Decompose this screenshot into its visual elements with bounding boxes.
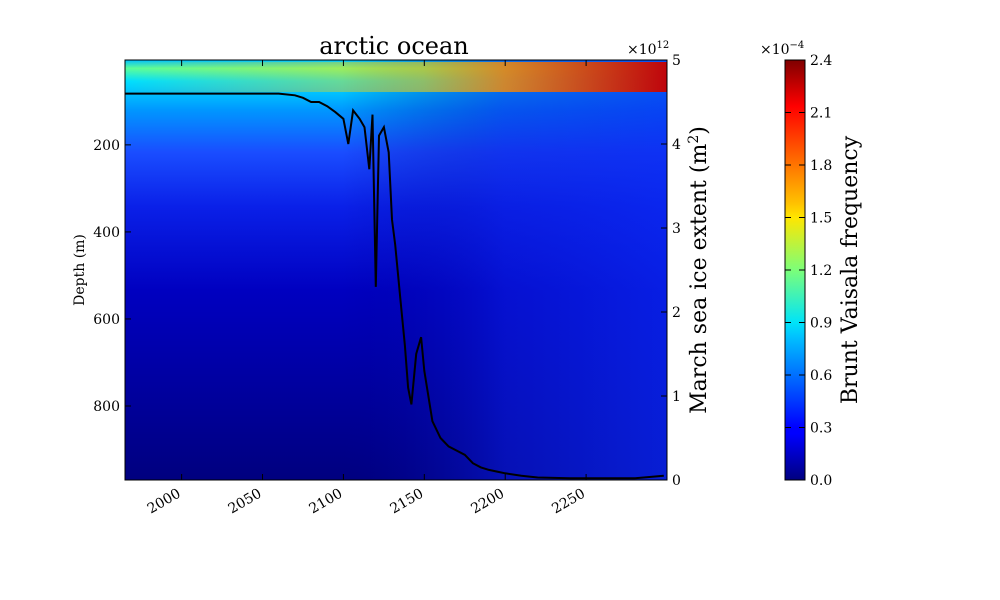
colorbar-tick-label: 2.4 bbox=[810, 53, 832, 69]
ice-extent-axis: 0 1 2 3 4 5 bbox=[661, 53, 681, 489]
ice-axis-label: March sea ice extent (m2) bbox=[686, 126, 712, 414]
colorbar-label: Brunt Vaisala frequency bbox=[838, 135, 863, 404]
colorbar-tick-label: 1.5 bbox=[810, 211, 832, 227]
depth-tick-label: 200 bbox=[93, 138, 120, 154]
colorbar-tick-label: 0.6 bbox=[810, 368, 832, 384]
depth-tick-label: 800 bbox=[93, 399, 120, 415]
colorbar-tick-label: 0.0 bbox=[810, 473, 832, 489]
ice-tick-label: 0 bbox=[672, 473, 681, 489]
ice-axis-label-sup: 2 bbox=[686, 135, 702, 144]
colorbar-tick-label: 0.9 bbox=[810, 316, 832, 332]
depth-tick-label: 600 bbox=[93, 312, 120, 328]
ice-axis-label-close: ) bbox=[687, 126, 712, 135]
colorbar-tick-label: 1.2 bbox=[810, 263, 832, 279]
ice-tick-label: 1 bbox=[672, 389, 681, 405]
heatmap-field bbox=[125, 60, 667, 480]
ice-multiplier-base: ×10 bbox=[627, 42, 657, 58]
sea-ice-extent-series bbox=[125, 92, 664, 480]
colorbar-multiplier: ×10−4 bbox=[760, 40, 804, 58]
colorbar-tick-label: 2.1 bbox=[810, 106, 832, 122]
depth-axis: 200 400 600 800 bbox=[93, 138, 131, 415]
x-tick-label: 2150 bbox=[387, 486, 426, 518]
x-tick-label: 2250 bbox=[549, 486, 588, 518]
colorbar-multiplier-base: ×10 bbox=[760, 42, 790, 58]
ice-tick-label: 5 bbox=[672, 53, 681, 69]
depth-axis-label: Depth (m) bbox=[72, 234, 88, 306]
ice-tick-label: 2 bbox=[672, 305, 681, 321]
chart-title: arctic ocean bbox=[319, 32, 468, 60]
ice-axis-label-text: March sea ice extent (m bbox=[687, 144, 712, 414]
colorbar-multiplier-exp: −4 bbox=[790, 40, 805, 51]
sea-ice-extent-line bbox=[125, 92, 664, 480]
x-tick-label: 2200 bbox=[468, 486, 507, 518]
ice-tick-label: 3 bbox=[672, 221, 681, 237]
ice-multiplier-exp: 12 bbox=[657, 40, 670, 51]
x-tick-label: 2000 bbox=[145, 486, 184, 518]
ice-axis-multiplier: ×1012 bbox=[627, 40, 669, 58]
colorbar-tick-label: 1.8 bbox=[810, 158, 832, 174]
x-tick-label: 2050 bbox=[226, 486, 265, 518]
plot-frame bbox=[124, 59, 668, 481]
ice-tick-label: 4 bbox=[672, 137, 681, 153]
depth-tick-label: 400 bbox=[93, 225, 120, 241]
colorbar-axis: 0.0 0.3 0.6 0.9 1.2 1.5 1.8 2.1 2.4 bbox=[785, 53, 832, 489]
x-tick-label: 2100 bbox=[307, 486, 346, 518]
colorbar-tick-label: 0.3 bbox=[810, 421, 832, 437]
